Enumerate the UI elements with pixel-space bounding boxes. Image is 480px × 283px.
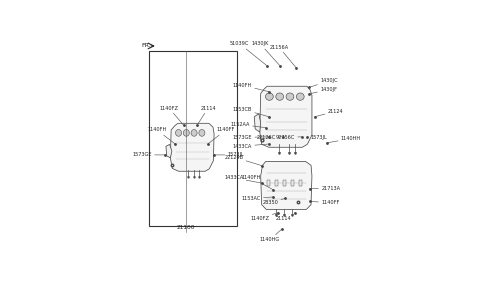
- Text: 1573JL: 1573JL: [215, 153, 244, 157]
- Text: 1140FZ: 1140FZ: [159, 106, 184, 125]
- Text: 1140FH: 1140FH: [241, 175, 273, 190]
- Bar: [149, 52, 237, 226]
- Text: 1140FZ: 1140FZ: [251, 213, 278, 220]
- Text: 1430JC: 1430JC: [309, 78, 337, 87]
- Text: 22124B: 22124B: [224, 155, 263, 166]
- Text: 1433CA: 1433CA: [224, 175, 263, 183]
- Text: 92756C: 92756C: [276, 135, 301, 140]
- Text: 1153CB: 1153CB: [233, 107, 269, 117]
- Text: 1573GE: 1573GE: [132, 153, 166, 157]
- Bar: [299, 180, 302, 186]
- Text: 21114: 21114: [276, 213, 295, 220]
- Bar: [267, 180, 270, 186]
- Ellipse shape: [296, 93, 304, 100]
- Polygon shape: [260, 86, 312, 147]
- Text: 51039C: 51039C: [230, 41, 267, 66]
- Text: 1140HG: 1140HG: [260, 229, 282, 242]
- Ellipse shape: [183, 130, 189, 136]
- Text: 1140FF: 1140FF: [208, 127, 235, 144]
- Bar: [291, 180, 294, 186]
- Text: 21114: 21114: [197, 106, 216, 125]
- Polygon shape: [170, 123, 214, 171]
- Ellipse shape: [199, 130, 205, 136]
- Text: 1140FF: 1140FF: [310, 200, 339, 205]
- Text: 21156A: 21156A: [269, 44, 296, 68]
- Text: 1573JL: 1573JL: [308, 135, 328, 140]
- Text: 1573GE: 1573GE: [233, 135, 269, 140]
- Text: 1433CA: 1433CA: [233, 144, 269, 149]
- Ellipse shape: [265, 93, 273, 100]
- Text: 1140HH: 1140HH: [326, 136, 361, 143]
- Text: 1140FH: 1140FH: [147, 127, 175, 144]
- Ellipse shape: [286, 93, 294, 100]
- Bar: [275, 180, 278, 186]
- Ellipse shape: [276, 93, 284, 100]
- Polygon shape: [166, 144, 172, 158]
- Ellipse shape: [191, 130, 197, 136]
- Text: 1152AA: 1152AA: [230, 122, 265, 128]
- Text: 1430JK: 1430JK: [252, 41, 280, 66]
- Text: 21124: 21124: [315, 109, 343, 117]
- Text: 1140FH: 1140FH: [233, 83, 269, 92]
- Polygon shape: [254, 114, 261, 132]
- Text: 22126C: 22126C: [256, 135, 283, 140]
- Ellipse shape: [176, 130, 181, 136]
- Text: 21713A: 21713A: [310, 186, 340, 191]
- Text: 1153AC: 1153AC: [242, 196, 273, 201]
- Text: 21100: 21100: [177, 225, 195, 230]
- Polygon shape: [261, 161, 312, 209]
- Text: FR.: FR.: [142, 44, 152, 48]
- Text: 28350: 28350: [263, 198, 285, 205]
- Text: 1430JF: 1430JF: [309, 87, 337, 94]
- Bar: [283, 180, 286, 186]
